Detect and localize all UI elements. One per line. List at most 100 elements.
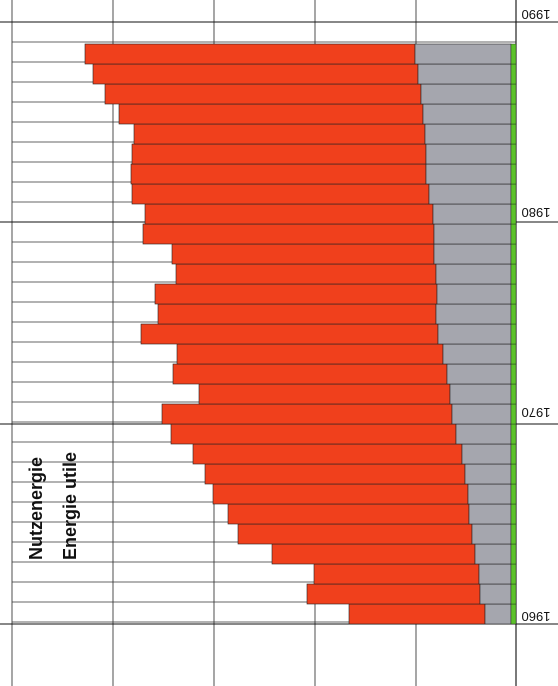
bar-orange <box>161 403 453 425</box>
bar-gray <box>422 103 512 125</box>
bar-row <box>84 43 517 65</box>
bar-orange <box>142 223 435 245</box>
bar-row <box>171 243 517 265</box>
bar-orange <box>348 603 486 625</box>
bar-row <box>176 343 517 365</box>
bar-green <box>510 103 517 125</box>
bar-green <box>510 323 517 345</box>
bar-row <box>227 503 517 525</box>
year-tick-label: 1960 <box>522 609 551 624</box>
year-tick-labels: 1960 1970 1980 1990 <box>522 7 551 624</box>
bar-row <box>142 223 517 245</box>
bar-row <box>140 323 517 345</box>
bar-orange <box>140 323 439 345</box>
bar-orange <box>84 43 416 65</box>
bar-gray <box>446 363 512 385</box>
bar-orange <box>198 383 451 405</box>
bar-orange <box>271 543 476 565</box>
bar-green <box>510 63 517 85</box>
bar-orange <box>154 283 438 305</box>
bar-gray <box>424 123 512 145</box>
bar-gray <box>451 403 512 425</box>
bar-green <box>510 383 517 405</box>
bar-orange <box>131 143 427 165</box>
year-tick-label: 1980 <box>522 205 551 220</box>
bar-green <box>510 443 517 465</box>
bar-orange <box>227 503 470 525</box>
bar-row <box>198 383 517 405</box>
bar-row <box>133 123 517 145</box>
bar-green <box>510 163 517 185</box>
bar-green <box>510 303 517 325</box>
bar-green <box>510 463 517 485</box>
bar-row <box>306 583 517 605</box>
bar-orange <box>104 83 422 105</box>
bar-gray <box>432 203 512 225</box>
bar-gray <box>420 83 512 105</box>
bar-row <box>144 203 517 225</box>
bar-orange <box>172 363 448 385</box>
bar-green <box>510 563 517 585</box>
bar-gray <box>478 563 512 585</box>
bar-gray <box>435 263 512 285</box>
bar-gray <box>464 463 512 485</box>
bar-green <box>510 283 517 305</box>
bar-green <box>510 143 517 165</box>
bar-gray <box>425 143 512 165</box>
bar-green <box>510 363 517 385</box>
bar-orange <box>92 63 419 85</box>
bar-row <box>172 363 517 385</box>
bar-green <box>510 203 517 225</box>
year-tick-label: 1970 <box>522 405 551 420</box>
bar-green <box>510 523 517 545</box>
bar-gray <box>428 183 512 205</box>
bar-row <box>170 423 517 445</box>
bar-gray <box>433 243 512 265</box>
bar-row <box>192 443 517 465</box>
bar-row <box>212 483 517 505</box>
bar-orange <box>144 203 434 225</box>
title-line-1: Nutzenergie <box>26 457 46 560</box>
bar-row <box>237 523 517 545</box>
bar-gray <box>467 483 512 505</box>
bar-gray <box>435 303 512 325</box>
bar-orange <box>212 483 469 505</box>
bar-row <box>131 183 517 205</box>
bar-gray <box>455 423 512 445</box>
bar-orange <box>175 263 437 285</box>
bar-orange <box>171 243 435 265</box>
bar-green <box>510 423 517 445</box>
bar-gray <box>442 343 512 365</box>
bar-green <box>510 183 517 205</box>
bar-orange <box>170 423 457 445</box>
bar-green <box>510 483 517 505</box>
bar-gray <box>436 283 512 305</box>
bar-green <box>510 263 517 285</box>
bar-orange <box>313 563 480 585</box>
chart-title: Nutzenergie Energie utile <box>26 452 80 560</box>
bar-orange <box>306 583 481 605</box>
bar-orange <box>237 523 473 545</box>
bar-orange <box>130 163 427 185</box>
bar-series <box>84 43 517 625</box>
bar-green <box>510 603 517 625</box>
bar-row <box>348 603 517 625</box>
bar-orange <box>131 183 430 205</box>
bar-gray <box>449 383 512 405</box>
bar-green <box>510 343 517 365</box>
bar-green <box>510 123 517 145</box>
bar-gray <box>479 583 512 605</box>
bar-row <box>157 303 517 325</box>
bar-row <box>313 563 517 585</box>
bar-gray <box>417 63 512 85</box>
bar-row <box>175 263 517 285</box>
bar-row <box>204 463 517 485</box>
bar-green <box>510 243 517 265</box>
title-line-2: Energie utile <box>60 452 80 560</box>
bar-gray <box>471 523 512 545</box>
bar-gray <box>433 223 512 245</box>
bar-gray <box>461 443 512 465</box>
bar-green <box>510 583 517 605</box>
bar-gray <box>437 323 512 345</box>
